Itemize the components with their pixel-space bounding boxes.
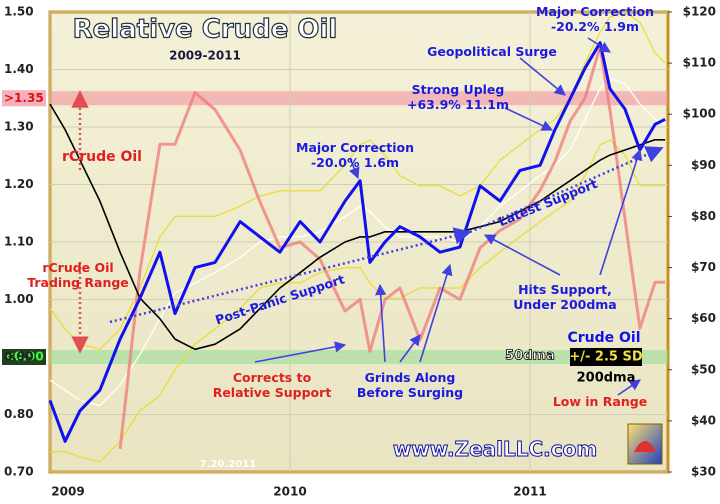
annotation: Major Correction -20.0% 1.6m (296, 140, 414, 170)
annotation-line: Low in Range (553, 394, 647, 409)
chart-subtitle: 2009-2011 (169, 49, 241, 63)
band-label: >1.35 (4, 91, 44, 105)
annotation-line: +63.9% 11.1m (407, 97, 509, 112)
annotation-line: Under 200dma (513, 297, 617, 312)
y-tick-label: 1.00 (4, 292, 34, 306)
annotation: Geopolitical Surge (427, 44, 557, 59)
annotation: www.ZealLLC.com (393, 437, 597, 461)
arrow (617, 379, 641, 396)
annotation: 7.20.2011 (200, 459, 256, 470)
y2-tick-label: $60 (691, 311, 716, 325)
annotation-line: -20.0% 1.6m (311, 155, 399, 170)
arrow (484, 234, 561, 276)
band-label-bg (2, 90, 46, 107)
y2-tick-label: $120 (683, 5, 716, 19)
range-band (50, 91, 668, 106)
legend-entry: 200dma (577, 371, 636, 386)
y-tick-label: 1.50 (4, 5, 34, 19)
y2-tick-label: $40 (691, 413, 716, 427)
legend-bg (570, 348, 642, 366)
y-tick-label: 1.10 (4, 235, 34, 249)
y2-tick-label: $100 (683, 107, 716, 121)
y2-tick-label: $90 (691, 158, 716, 172)
band-label-bg (2, 349, 46, 365)
annotation: rCrude Oil Trading Range (27, 260, 129, 290)
y-tick-label: 0.70 (4, 465, 34, 479)
arrow (399, 334, 421, 363)
annotation-line: Geopolitical Surge (427, 44, 557, 59)
series-line (118, 45, 666, 450)
y2-tick-label: $70 (691, 260, 716, 274)
annotation-line: Hits Support, (518, 282, 612, 297)
annotation-line: Grinds Along (365, 370, 456, 385)
legend-entry: Crude Oil (567, 330, 640, 346)
arrow (519, 57, 566, 96)
logo-mark (634, 441, 656, 452)
series-line (49, 103, 666, 351)
arrow (599, 148, 643, 276)
legend-entry: +/- 2.5 SD (569, 350, 642, 365)
y-tick-label: 0.90 (4, 350, 34, 364)
legend-entry: 50dma (505, 349, 555, 364)
arrow (419, 263, 453, 363)
arrow (504, 107, 554, 131)
annotation: Low in Range (553, 394, 647, 409)
annotation-line: rCrude Oil (42, 260, 113, 275)
annotation-line: Major Correction (296, 140, 414, 155)
annotation-line: -20.2% 1.9m (551, 19, 639, 34)
y-tick-label: 0.80 (4, 407, 34, 421)
x-tick-label: 2009 (51, 485, 84, 499)
y2-tick-label: $110 (683, 56, 716, 70)
annotation-line: 7.20.2011 (200, 459, 256, 470)
y-tick-label: 1.30 (4, 120, 34, 134)
y2-tick-label: $80 (691, 209, 716, 223)
chart-title: Relative Crude Oil (73, 15, 338, 45)
arrow (375, 283, 387, 363)
arrow (349, 157, 360, 180)
annotation-line: Major Correction (536, 4, 654, 19)
y-tick-label: 1.40 (4, 62, 34, 76)
series-line (49, 11, 666, 350)
annotation-line: Before Surging (357, 385, 463, 400)
annotation: Hits Support, Under 200dma (513, 282, 617, 312)
band-label: <0.90 (4, 350, 44, 364)
annotation-line: www.ZealLLC.com (393, 437, 597, 461)
annotation-line: Strong Upleg (412, 82, 505, 97)
annotation: Strong Upleg +63.9% 11.1m (407, 82, 509, 112)
y-tick-label: 1.20 (4, 177, 34, 191)
series-line (48, 41, 666, 443)
annotation: Corrects to Relative Support (213, 370, 332, 400)
arrow (587, 37, 611, 53)
legend-entry: rCrude Oil (62, 149, 142, 165)
annotation: Grinds Along Before Surging (357, 370, 463, 400)
annotation: Major Correction -20.2% 1.9m (536, 4, 654, 34)
x-tick-label: 2011 (513, 485, 546, 499)
annotation-line: Corrects to (233, 370, 312, 385)
y2-tick-label: $50 (691, 362, 716, 376)
arrow (109, 227, 472, 324)
series-line (49, 77, 666, 407)
x-tick-label: 2010 (273, 485, 306, 499)
annotation-line: Trading Range (27, 275, 129, 290)
arrow (254, 341, 347, 363)
annotation-line: Relative Support (213, 385, 332, 400)
y2-tick-label: $30 (691, 465, 716, 479)
